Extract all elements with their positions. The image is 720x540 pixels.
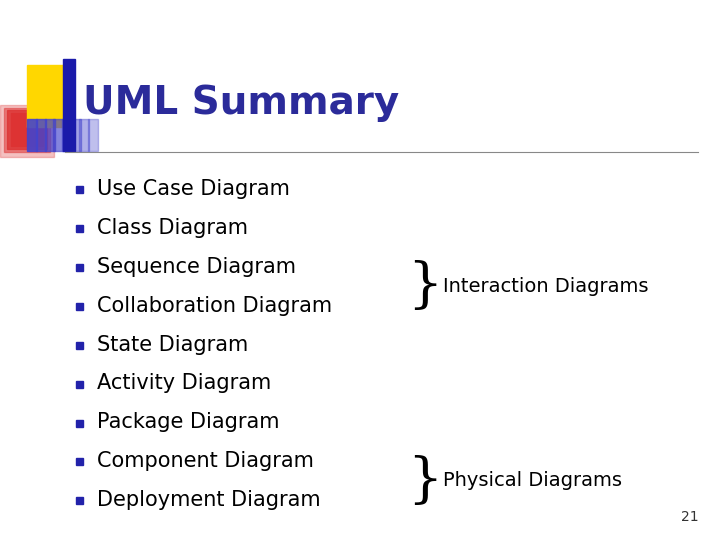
Bar (27, 119, 37, 151)
Bar (76, 342, 83, 349)
Bar (4, 108, 50, 152)
Bar (79, 119, 89, 151)
Text: }: } (407, 455, 442, 507)
Text: UML Summary: UML Summary (83, 84, 399, 122)
Text: State Diagram: State Diagram (97, 334, 248, 355)
Bar (76, 225, 83, 232)
Text: Deployment Diagram: Deployment Diagram (97, 490, 321, 510)
Bar (76, 264, 83, 271)
Text: 21: 21 (681, 510, 698, 524)
Text: Sequence Diagram: Sequence Diagram (97, 256, 296, 277)
Bar (63, 59, 75, 151)
Bar (76, 381, 83, 388)
Bar (76, 303, 83, 310)
Text: Collaboration Diagram: Collaboration Diagram (97, 295, 333, 316)
Text: Component Diagram: Component Diagram (97, 451, 314, 471)
Text: Package Diagram: Package Diagram (97, 412, 279, 433)
Bar (36, 119, 46, 151)
Text: Class Diagram: Class Diagram (97, 218, 248, 238)
Bar (76, 458, 83, 465)
Text: Activity Diagram: Activity Diagram (97, 373, 271, 394)
Bar (88, 119, 98, 151)
Bar (76, 186, 83, 193)
Text: }: } (407, 260, 442, 312)
Bar (76, 497, 83, 504)
Text: Interaction Diagrams: Interaction Diagrams (443, 276, 648, 296)
Bar (76, 420, 83, 427)
Text: Use Case Diagram: Use Case Diagram (97, 179, 290, 199)
Bar (11, 113, 43, 146)
Bar (0, 105, 54, 157)
Bar (45, 119, 55, 151)
Bar (27, 65, 69, 127)
Bar (7, 110, 47, 149)
Bar (71, 119, 81, 151)
Bar (62, 119, 72, 151)
Text: Physical Diagrams: Physical Diagrams (443, 471, 622, 490)
Bar (53, 119, 63, 151)
